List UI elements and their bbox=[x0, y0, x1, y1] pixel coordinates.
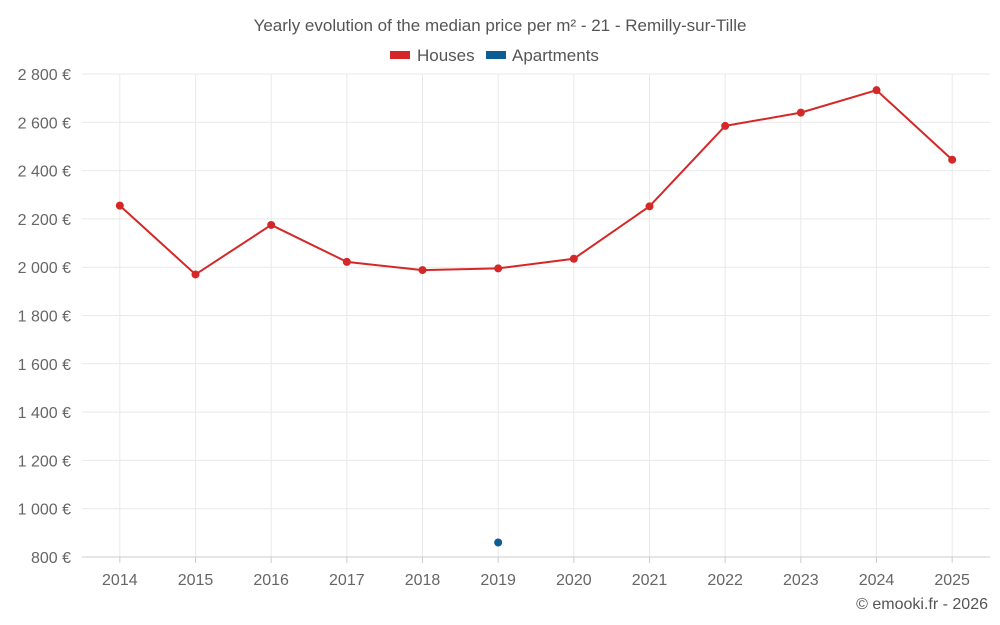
data-point-houses[interactable] bbox=[645, 202, 654, 211]
data-point-houses[interactable] bbox=[494, 264, 503, 273]
chart-title: Yearly evolution of the median price per… bbox=[254, 16, 747, 35]
copyright-text: © emooki.fr - 2026 bbox=[856, 596, 988, 613]
y-tick-label: 2 800 € bbox=[18, 67, 71, 84]
series-houses bbox=[115, 86, 957, 279]
data-point-houses[interactable] bbox=[191, 270, 200, 279]
x-tick-label: 2023 bbox=[783, 572, 819, 589]
x-tick-label: 2018 bbox=[405, 572, 441, 589]
data-point-houses[interactable] bbox=[115, 201, 124, 210]
y-tick-label: 1 000 € bbox=[18, 502, 71, 519]
x-tick-label: 2020 bbox=[556, 572, 592, 589]
data-point-houses[interactable] bbox=[721, 121, 730, 130]
y-tick-label: 2 400 € bbox=[18, 164, 71, 181]
x-tick-label: 2021 bbox=[632, 572, 668, 589]
data-point-houses[interactable] bbox=[948, 155, 957, 164]
data-point-houses[interactable] bbox=[872, 86, 881, 95]
y-tick-label: 2 200 € bbox=[18, 212, 71, 229]
legend-swatch-houses bbox=[390, 51, 410, 59]
y-tick-label: 2 600 € bbox=[18, 115, 71, 132]
legend-label-houses[interactable]: Houses bbox=[417, 46, 475, 65]
data-point-houses[interactable] bbox=[796, 108, 805, 117]
x-tick-label: 2019 bbox=[480, 572, 516, 589]
y-tick-label: 800 € bbox=[31, 550, 71, 567]
x-tick-label: 2015 bbox=[178, 572, 214, 589]
series-apartments bbox=[494, 538, 503, 547]
y-tick-label: 1 800 € bbox=[18, 309, 71, 326]
y-tick-label: 1 200 € bbox=[18, 453, 71, 470]
data-point-houses[interactable] bbox=[569, 254, 578, 263]
legend-label-apartments[interactable]: Apartments bbox=[512, 46, 599, 65]
y-tick-label: 1 600 € bbox=[18, 357, 71, 374]
legend-swatch-apartments bbox=[486, 51, 506, 59]
data-point-houses[interactable] bbox=[267, 220, 276, 229]
data-point-houses[interactable] bbox=[342, 257, 351, 266]
series-line-houses bbox=[119, 89, 953, 276]
x-tick-label: 2025 bbox=[934, 572, 970, 589]
y-tick-label: 1 400 € bbox=[18, 405, 71, 422]
x-tick-label: 2024 bbox=[859, 572, 895, 589]
grid bbox=[82, 73, 990, 558]
x-tick-label: 2022 bbox=[707, 572, 743, 589]
axes: 800 € 1 000 € 1 200 € 1 400 € 1 600 € 1 800 €… bbox=[18, 67, 990, 589]
y-tick-label: 2 000 € bbox=[18, 260, 71, 277]
series bbox=[115, 86, 957, 547]
x-tick-label: 2017 bbox=[329, 572, 365, 589]
data-point-houses[interactable] bbox=[418, 266, 427, 275]
data-point-apartments[interactable] bbox=[494, 538, 503, 547]
legend: Houses Apartments bbox=[390, 46, 599, 65]
x-tick-label: 2016 bbox=[253, 572, 289, 589]
x-tick-label: 2014 bbox=[102, 572, 138, 589]
